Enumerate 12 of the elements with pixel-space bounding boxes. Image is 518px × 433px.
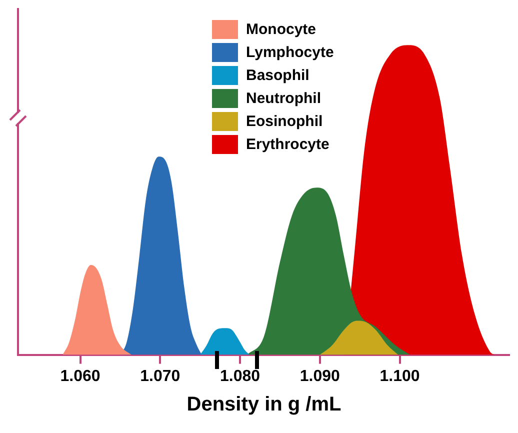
x-axis-title: Density in g /mL [186, 394, 342, 416]
legend-label: Lymphocyte [246, 44, 334, 61]
legend-label: Neutrophil [246, 90, 321, 107]
x-tick-label: 1.100 [380, 368, 420, 385]
legend-label: Basophil [246, 67, 310, 84]
x-tick-label: 1.080 [220, 368, 260, 385]
legend-label: Monocyte [246, 21, 316, 38]
legend-label: Erythrocyte [246, 136, 330, 153]
x-tick-label: 1.090 [300, 368, 340, 385]
x-tick-label: 1.060 [60, 368, 100, 385]
x-tick-label: 1.070 [140, 368, 180, 385]
legend-label: Eosinophil [246, 113, 323, 130]
